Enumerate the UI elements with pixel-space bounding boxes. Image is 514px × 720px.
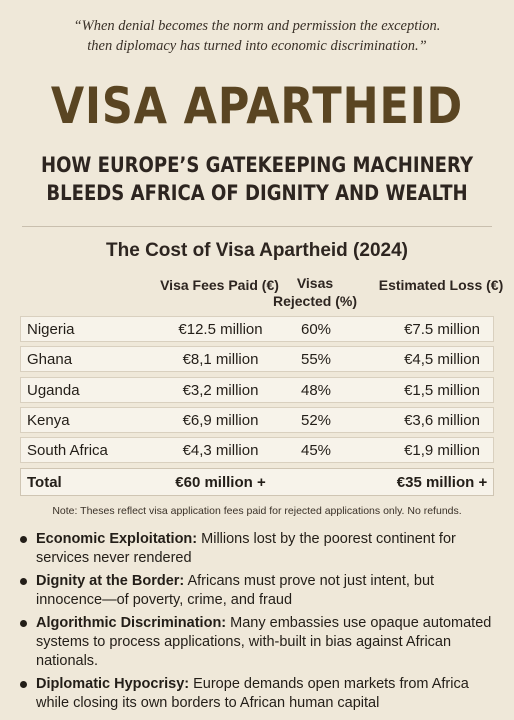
fees-cell: €12.5 million: [178, 321, 263, 338]
bullet-item: Dignity at the Border: Africans must pro…: [20, 572, 504, 610]
loss-cell: €7.5 million: [404, 321, 480, 338]
bullet-dot-icon: [20, 620, 27, 627]
country-cell: Nigeria: [27, 321, 75, 338]
bullet-label: Dignity at the Border:: [36, 573, 185, 589]
main-title: VISA APARTHEID: [50, 77, 464, 135]
bullet-label: Diplomatic Hypocrisy:: [36, 676, 190, 692]
bullet-item: Algorithmic Discrimination: Many embassi…: [20, 614, 504, 671]
header-rejected-line-2: Rejected (%): [272, 293, 358, 309]
total-fees: €60 million +: [175, 474, 266, 491]
loss-cell: €4,5 million: [404, 351, 480, 368]
table-row: Uganda €3,2 million 48% €1,5 million: [20, 377, 494, 403]
rejected-cell: 60%: [300, 321, 332, 338]
table-total-row: Total €60 million + €35 million +: [20, 468, 494, 496]
total-loss: €35 million +: [396, 474, 488, 491]
epigraph-quote: “When denial becomes the norm and permis…: [0, 16, 514, 56]
total-label: Total: [27, 474, 62, 491]
rejected-cell: 45%: [300, 442, 332, 459]
bullet-text: Africans must prove not just intent, but…: [36, 573, 435, 608]
subtitle-line-2: BLEEDS AFRICA OF DIGNITY AND WEALTH: [46, 181, 468, 205]
quote-line-1: “When denial becomes the norm and permis…: [73, 18, 441, 34]
rejected-cell: 52%: [300, 412, 332, 429]
loss-cell: €3,6 million: [404, 412, 480, 429]
bullet-text: Millions lost by the poorest continent f…: [36, 531, 456, 566]
subtitle: HOW EUROPE’S GATEKEEPING MACHINERY BLEED…: [36, 151, 478, 207]
bullet-list: Economic Exploitation: Millions lost by …: [20, 530, 504, 717]
loss-cell: €1,9 million: [404, 442, 480, 459]
country-cell: Kenya: [27, 412, 70, 429]
fees-cell: €4,3 million: [182, 442, 259, 459]
table-row: South Africa €4,3 million 45% €1,9 milli…: [20, 437, 494, 463]
subtitle-line-1: HOW EUROPE’S GATEKEEPING MACHINERY: [40, 153, 474, 177]
loss-cell: €1,5 million: [404, 382, 480, 399]
bullet-item: Economic Exploitation: Millions lost by …: [20, 530, 504, 568]
bullet-label: Economic Exploitation:: [36, 531, 198, 547]
header-rejected-line-1: Visas: [296, 275, 334, 291]
bullet-dot-icon: [20, 578, 27, 585]
table-row: Kenya €6,9 million 52% €3,6 million: [20, 407, 494, 433]
fees-cell: €3,2 million: [182, 382, 259, 399]
bullet-item: Diplomatic Hypocrisy: Europe demands ope…: [20, 675, 504, 713]
bullet-text: Europe demands open markets from Africa …: [36, 676, 469, 711]
table-row: Nigeria €12.5 million 60% €7.5 million: [20, 316, 494, 342]
table-row: Ghana €8,1 million 55% €4,5 million: [20, 346, 494, 372]
bullet-dot-icon: [20, 536, 27, 543]
fees-cell: €8,1 million: [182, 351, 259, 368]
fees-cell: €6,9 million: [182, 412, 259, 429]
bullet-label: Algorithmic Discrimination:: [36, 615, 227, 631]
quote-line-2: then diplomacy has turned into economic …: [87, 38, 427, 54]
bullet-text: Many embassies use opaque automated syst…: [36, 615, 492, 669]
rejected-cell: 48%: [300, 382, 332, 399]
header-visa-fees: Visa Fees Paid (€): [160, 277, 279, 293]
country-cell: Ghana: [27, 351, 73, 368]
header-visas-rejected: Visas Rejected (%): [255, 274, 375, 310]
header-estimated-loss: Estimated Loss (€): [378, 277, 504, 293]
rejected-cell: 55%: [300, 351, 332, 368]
country-cell: South Africa: [27, 442, 108, 459]
bullet-dot-icon: [20, 681, 27, 688]
divider: [22, 226, 492, 227]
country-cell: Uganda: [27, 382, 80, 399]
table-title: The Cost of Visa Apartheid (2024): [106, 240, 408, 261]
table-note: Note: Theses reflect visa application fe…: [52, 505, 462, 517]
